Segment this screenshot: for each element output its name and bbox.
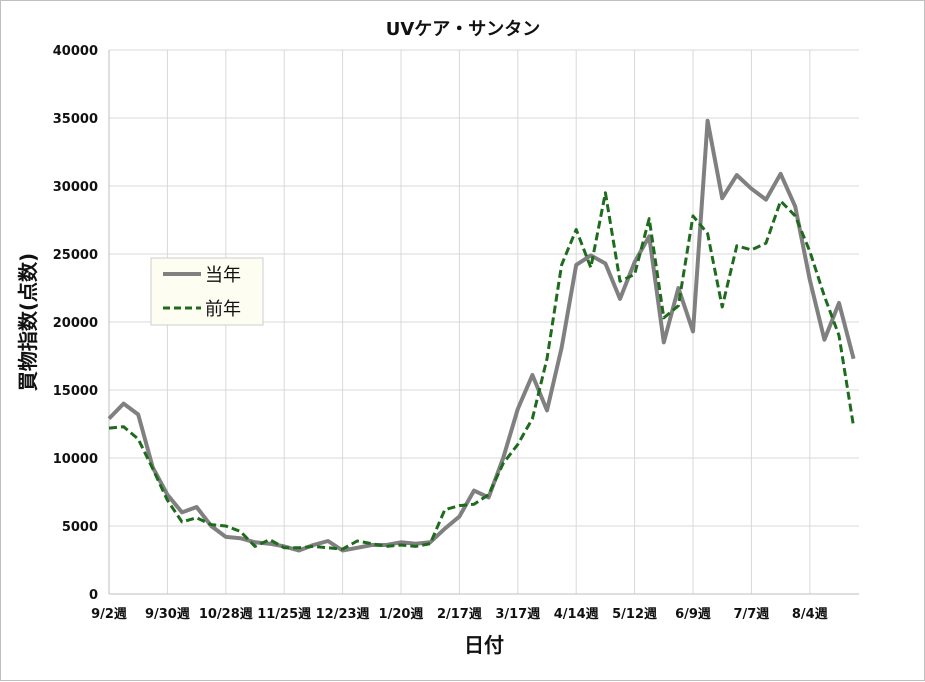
y-tick-label: 25000 [53,248,98,263]
legend: 当年 前年 [150,257,264,326]
chart-title: UVケア・サンタン [386,19,541,40]
y-tick-label: 20000 [53,316,98,331]
x-tick-label: 8/4週 [792,607,828,622]
y-tick-label: 30000 [53,180,98,195]
x-axis-ticks: 9/2週 9/30週 10/28週 11/25週 12/23週 1/20週 2/17週 3/1… [91,607,828,622]
x-tick-label: 12/23週 [316,607,370,622]
x-tick-label: 11/25週 [257,607,311,622]
legend-label-previous-year: 前年 [205,299,241,320]
x-tick-label: 7/7週 [733,607,769,622]
x-tick-label: 9/30週 [145,607,190,622]
y-axis-title: 買物指数(点数) [16,253,40,391]
y-tick-label: 40000 [53,44,98,59]
y-tick-label: 10000 [53,452,98,467]
x-tick-label: 9/2週 [91,607,127,622]
series-lines [107,118,856,553]
x-tick-label: 6/9週 [675,607,711,622]
legend-box [150,257,264,326]
y-tick-label: 5000 [62,520,98,535]
y-axis-ticks: 0 5000 10000 15000 20000 25000 30000 35000 40000 [53,44,98,603]
x-tick-label: 5/12週 [612,607,657,622]
y-tick-label: 15000 [53,384,98,399]
x-tick-label: 10/28週 [199,607,253,622]
series-line-current-year [107,118,856,553]
y-tick-label: 35000 [53,112,98,127]
x-tick-label: 3/17週 [495,607,540,622]
series-line-previous-year [108,191,856,551]
x-tick-label: 2/17週 [437,607,482,622]
grid [108,49,859,595]
x-tick-label: 4/14週 [554,607,599,622]
x-axis-title: 日付 [464,633,504,657]
y-tick-label: 0 [89,588,98,603]
x-tick-label: 1/20週 [379,607,424,622]
legend-label-current-year: 当年 [205,265,241,286]
